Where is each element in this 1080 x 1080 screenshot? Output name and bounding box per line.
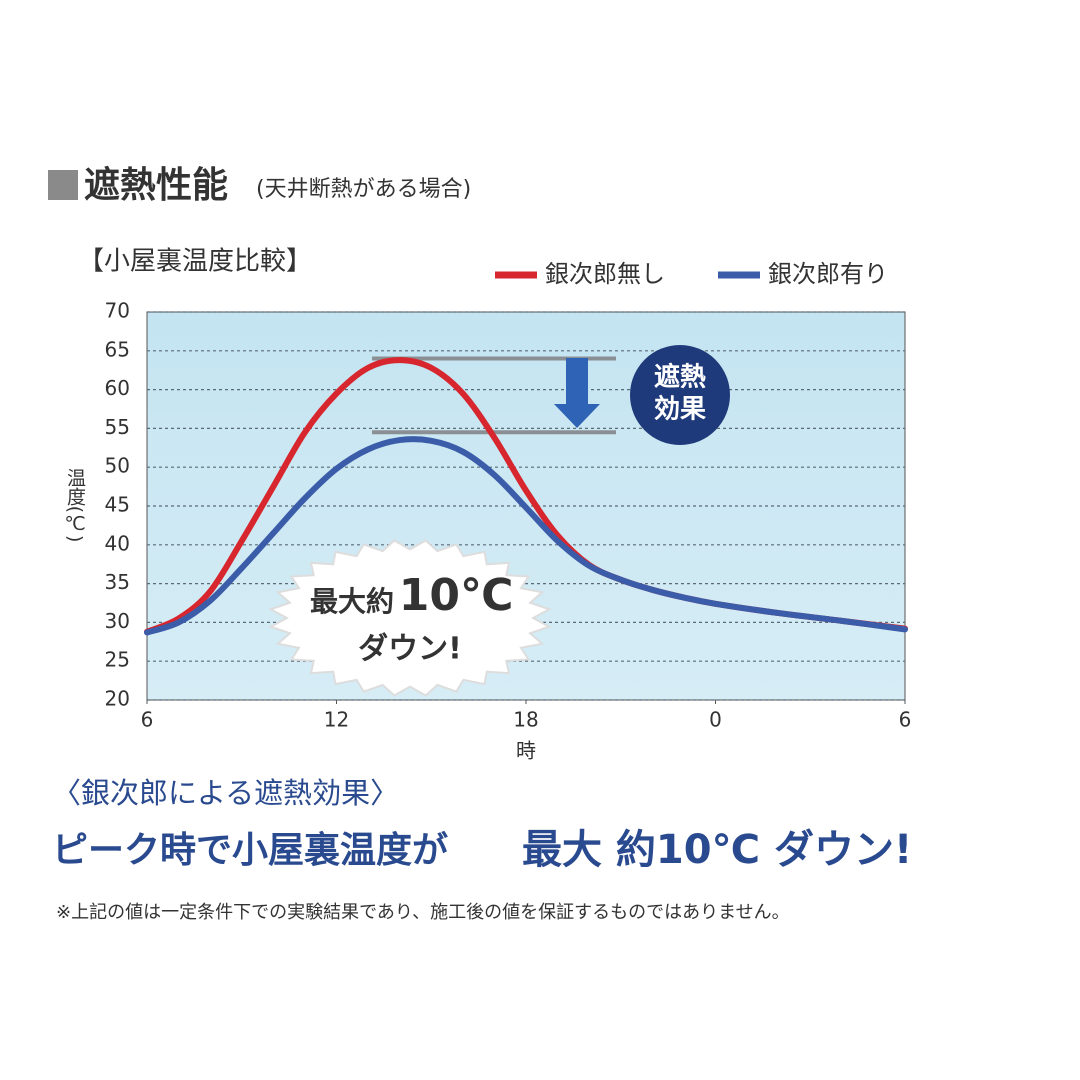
y-tick-label: 60 (105, 376, 130, 400)
footer-claim: ピーク時で小屋裏温度が (52, 830, 448, 871)
y-tick-label: 55 (105, 415, 130, 439)
badge (630, 345, 730, 445)
heading-subtitle: (天井断熱がある場合) (256, 177, 471, 202)
badge-text: 効果 (654, 394, 706, 425)
y-tick-label: 45 (105, 493, 130, 517)
x-axis-label: 時 (516, 739, 536, 763)
heading-square (48, 170, 78, 200)
x-tick-label: 6 (141, 708, 154, 732)
y-axis-label: 温度(℃) (64, 467, 86, 542)
burst-text: 最大約 (310, 585, 394, 618)
footer-claim: 最大 約10℃ ダウン! (522, 827, 912, 873)
series-line (144, 436, 908, 636)
y-tick-label: 70 (105, 299, 130, 323)
burst (268, 539, 552, 697)
y-tick-label: 20 (105, 687, 130, 711)
y-tick-label: 25 (105, 648, 130, 672)
x-tick-label: 0 (709, 708, 722, 732)
y-tick-label: 65 (105, 337, 130, 361)
y-tick-label: 35 (105, 570, 130, 594)
legend-label: 銀次郎無し (545, 260, 665, 288)
arrow (554, 358, 600, 428)
y-tick-label: 30 (105, 609, 130, 633)
y-tick-label: 50 (105, 454, 130, 478)
chart-title: 【小屋裏温度比較】 (78, 247, 312, 277)
heading-title: 遮熱性能 (84, 165, 228, 206)
legend-label: 銀次郎有り (768, 260, 888, 288)
burst-text: 10℃ (399, 570, 514, 621)
x-tick-label: 6 (899, 708, 912, 732)
burst-text: ダウン! (358, 632, 462, 667)
x-tick-label: 18 (513, 708, 538, 732)
x-tick-label: 12 (324, 708, 349, 732)
badge-text: 遮熱 (654, 362, 706, 393)
y-tick-label: 40 (105, 531, 130, 555)
footer-heading: 〈銀次郎による遮熱効果〉 (52, 776, 399, 810)
footer-note: ※上記の値は一定条件下での実験結果であり、施工後の値を保証するものではありません… (56, 902, 790, 923)
